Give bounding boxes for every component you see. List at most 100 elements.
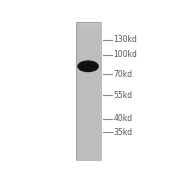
Bar (76, 116, 101, 117)
Bar (76, 147, 101, 148)
Bar (76, 73, 101, 74)
Bar (76, 123, 101, 124)
Bar (76, 85, 101, 86)
Bar (76, 121, 101, 122)
Bar (76, 119, 101, 120)
Bar (76, 44, 101, 45)
Bar (76, 102, 101, 103)
Bar (76, 65, 101, 66)
Bar (76, 89, 101, 90)
Bar (76, 154, 101, 155)
Bar (76, 97, 101, 98)
Bar (76, 30, 101, 31)
Bar (76, 143, 101, 144)
Bar (76, 80, 101, 81)
Bar (76, 136, 101, 137)
Bar (76, 114, 101, 115)
Bar (76, 32, 101, 33)
Bar (76, 81, 101, 82)
Bar (76, 90, 101, 91)
Bar (76, 155, 101, 156)
Bar (76, 124, 101, 125)
Text: 70kd: 70kd (113, 70, 132, 79)
Bar (76, 126, 101, 127)
Bar (76, 55, 101, 56)
Bar (76, 101, 101, 102)
Bar (76, 120, 101, 121)
Bar (76, 146, 101, 147)
Bar (76, 79, 101, 80)
Text: 40kd: 40kd (113, 114, 132, 123)
Bar (76, 156, 101, 157)
Bar (76, 148, 101, 149)
Bar (76, 35, 101, 36)
Bar (76, 83, 101, 84)
Bar (76, 100, 101, 101)
Bar (76, 135, 101, 136)
Bar (76, 82, 101, 83)
Bar (76, 38, 101, 39)
Text: 35kd: 35kd (113, 128, 132, 137)
Bar (76, 87, 101, 88)
Bar (76, 113, 101, 114)
Bar (76, 77, 101, 78)
Bar (76, 69, 101, 70)
Bar (76, 22, 101, 23)
Bar (76, 23, 101, 24)
Bar (76, 118, 101, 119)
Bar (76, 78, 101, 79)
Bar (76, 109, 101, 110)
Bar (76, 51, 101, 52)
Bar (76, 128, 101, 129)
Bar (76, 110, 101, 111)
Bar (76, 122, 101, 123)
Bar (76, 130, 101, 131)
Bar (76, 36, 101, 37)
Bar (76, 152, 101, 153)
Bar (76, 134, 101, 135)
Bar (76, 86, 101, 87)
Bar (76, 108, 101, 109)
Bar (76, 60, 101, 61)
Bar (76, 57, 101, 58)
Bar (76, 150, 101, 151)
Bar (76, 22, 101, 160)
Bar (76, 158, 101, 159)
Bar (76, 132, 101, 133)
Bar (76, 24, 101, 25)
Bar (76, 88, 101, 89)
Bar (76, 104, 101, 105)
Bar (76, 40, 101, 41)
Bar (76, 131, 101, 132)
Bar (76, 145, 101, 146)
Bar (76, 34, 101, 35)
Bar (76, 99, 101, 100)
Bar (76, 92, 101, 93)
Bar (76, 64, 101, 65)
Bar (76, 74, 101, 75)
Bar (76, 76, 101, 77)
Bar (76, 71, 101, 72)
Bar (76, 112, 101, 113)
Bar (76, 47, 101, 48)
Bar (76, 33, 101, 34)
Bar (76, 39, 101, 40)
Bar (76, 127, 101, 128)
Bar (76, 125, 101, 126)
Bar (76, 61, 101, 62)
Bar (76, 75, 101, 76)
Bar (76, 84, 101, 85)
Bar (76, 45, 101, 46)
Bar (76, 56, 101, 57)
Bar (76, 72, 101, 73)
Bar (76, 159, 101, 160)
Bar (76, 93, 101, 94)
Bar (76, 50, 101, 51)
Bar (76, 149, 101, 150)
Bar (76, 95, 101, 96)
Bar (76, 91, 101, 92)
Bar (76, 115, 101, 116)
Bar (76, 25, 101, 26)
Bar (76, 70, 101, 71)
Bar (76, 141, 101, 142)
